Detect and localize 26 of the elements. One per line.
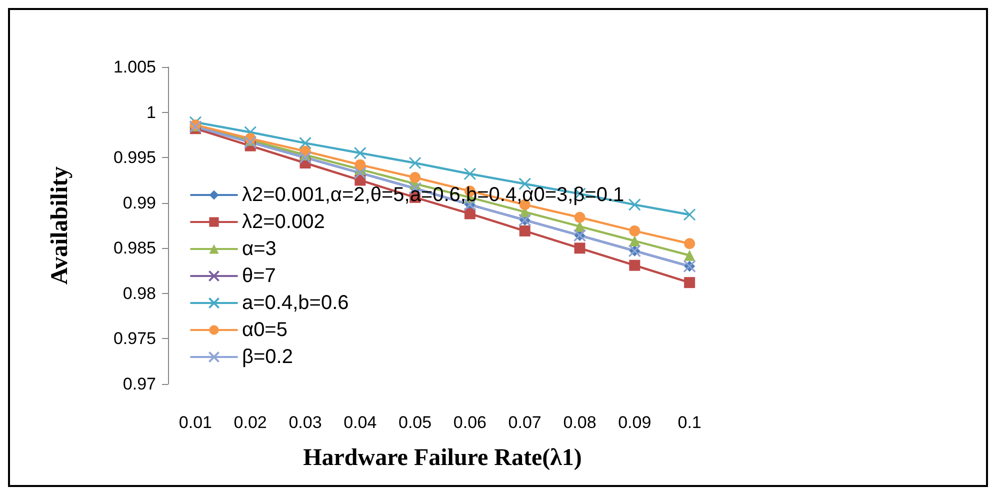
legend-label: θ=7 — [242, 265, 276, 287]
legend-label: α0=5 — [242, 319, 288, 341]
x-tick-label: 0.06 — [453, 413, 486, 432]
y-tick-label: 0.985 — [113, 238, 156, 258]
legend-label: α=3 — [242, 238, 276, 260]
x-tick-label: 0.1 — [678, 413, 702, 432]
legend-label: β=0.2 — [242, 346, 293, 368]
x-tick-label: 0.07 — [508, 413, 542, 432]
x-axis-title: Hardware Failure Rate(λ1) — [303, 445, 582, 471]
x-tick-label: 0.03 — [288, 413, 322, 432]
y-tick-label: 0.99 — [122, 193, 156, 212]
y-tick-label: 0.97 — [122, 374, 156, 394]
x-tick-label: 0.09 — [618, 413, 652, 432]
y-tick-label: 1.005 — [113, 58, 156, 76]
y-tick-label: 0.98 — [122, 284, 156, 303]
y-axis-title: Availability — [47, 166, 73, 285]
x-tick-label: 0.08 — [563, 413, 596, 432]
x-tick-label: 0.01 — [178, 413, 212, 432]
y-tick-label: 1 — [146, 102, 156, 122]
x-tick-label: 0.02 — [234, 413, 267, 432]
x-tick-label: 0.04 — [344, 413, 377, 432]
x-tick-label: 0.05 — [398, 413, 432, 432]
legend-label: a=0.4,b=0.6 — [242, 292, 349, 314]
y-tick-label: 0.995 — [113, 148, 156, 168]
legend-label: λ2=0.002 — [242, 211, 325, 233]
y-tick-label: 0.975 — [113, 329, 156, 348]
